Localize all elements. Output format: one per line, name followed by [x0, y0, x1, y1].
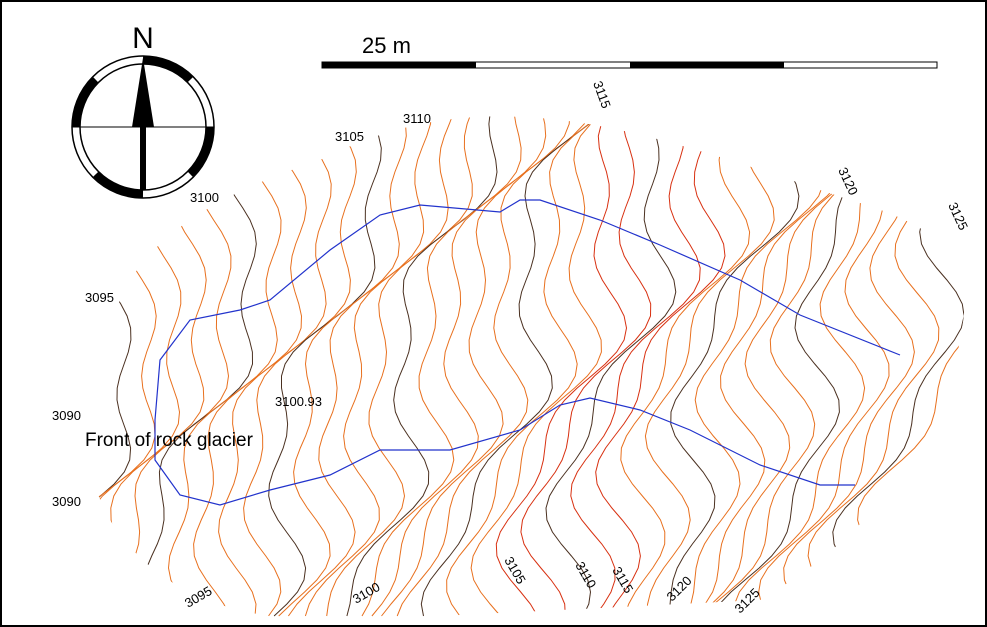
contour-label: 3090 — [52, 408, 81, 423]
contour-label: 3100 — [190, 190, 219, 205]
map: N 25 m 3110 3105 3115 3100 3120 3125 309… — [0, 0, 987, 627]
spot-height: 3100.93 — [275, 394, 322, 409]
annotation: Front of rock glacier — [85, 430, 254, 451]
scale-label: 25 m — [362, 33, 411, 58]
contour-label: 3090 — [52, 494, 81, 509]
north-label: N — [132, 22, 154, 55]
contour-label: 3110 — [403, 111, 431, 126]
contour-label: 3095 — [85, 290, 114, 305]
contour-label: 3105 — [335, 129, 364, 144]
